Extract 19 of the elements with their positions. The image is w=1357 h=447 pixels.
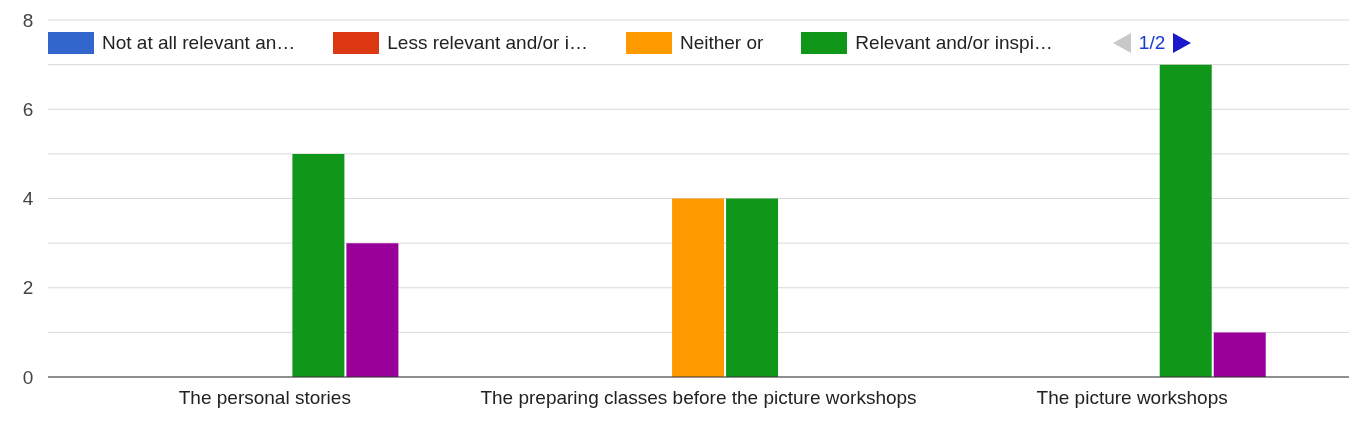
y-tick-label: 4 <box>22 188 34 210</box>
bar <box>1159 64 1212 377</box>
legend-label: Less relevant and/or i… <box>387 32 588 54</box>
y-tick-label: 2 <box>22 277 34 299</box>
x-tick-label: The picture workshops <box>1036 387 1228 409</box>
y-tick-label: 0 <box>22 366 34 388</box>
annotation: 1/2 <box>1138 32 1166 54</box>
legend-label: Not at all relevant an… <box>102 32 296 54</box>
legend-label: Neither or <box>679 32 764 54</box>
bar <box>346 243 399 377</box>
x-tick-label: The personal stories <box>178 387 351 409</box>
legend-label: Relevant and/or inspi… <box>855 32 1053 54</box>
bar <box>292 153 345 377</box>
bar <box>726 198 779 377</box>
x-tick-label: The preparing classes before the picture workshops <box>480 387 917 409</box>
y-tick-label: 8 <box>22 9 34 31</box>
y-tick-label: 6 <box>22 99 34 120</box>
bar <box>672 198 725 377</box>
bar <box>1213 332 1266 377</box>
